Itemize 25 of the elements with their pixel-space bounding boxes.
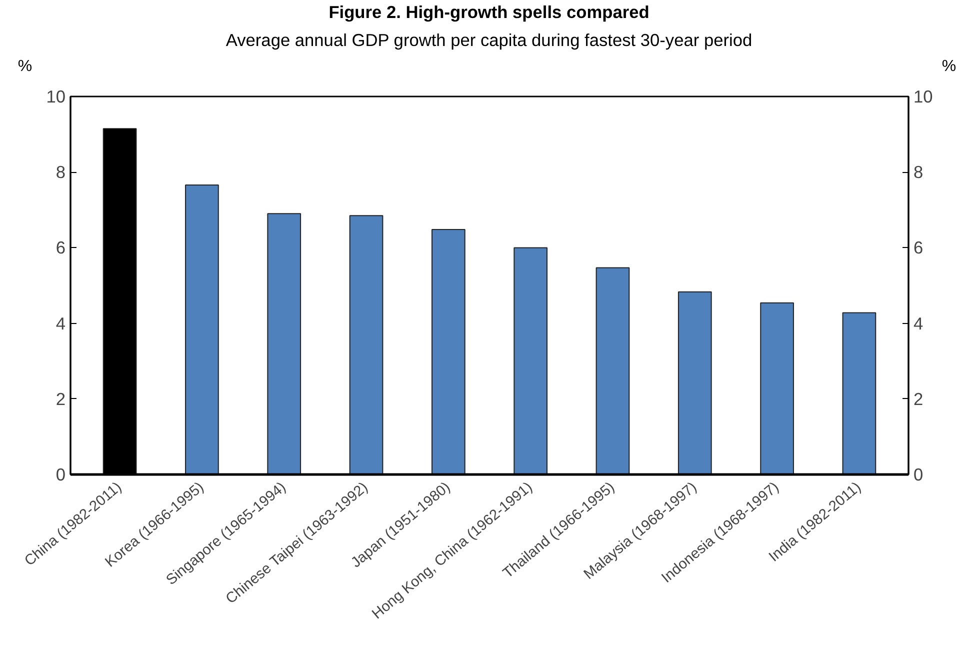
bar: [514, 247, 548, 474]
y-axis-title: %: [16, 57, 34, 77]
bar: [678, 291, 712, 474]
y2-axis-title: %: [940, 57, 958, 77]
y2-tick-label: 8: [914, 162, 924, 182]
y-tick-label: 8: [56, 162, 66, 182]
y2-tick-label: 4: [914, 313, 924, 334]
y2-tick-label: 6: [914, 238, 924, 258]
bar: [760, 302, 794, 474]
bar: [596, 267, 630, 474]
bar: [842, 312, 876, 474]
y2-tick-label: 0: [914, 464, 924, 484]
bar: [267, 213, 302, 474]
y-tick-label: 0: [56, 464, 66, 484]
y2-tick-label: 10: [914, 86, 933, 106]
y2-tick-label: 2: [914, 388, 924, 409]
y-tick-label: 4: [56, 313, 66, 334]
bar: [431, 229, 466, 474]
y-tick-label: 6: [56, 238, 66, 258]
chart-subtitle: Average annual GDP growth per capita during fastest 30-year period: [224, 29, 754, 52]
y-tick-label: 2: [56, 388, 66, 409]
bar: [349, 215, 384, 474]
y-tick-label: 10: [46, 86, 66, 106]
bar: [185, 184, 219, 474]
chart-title: Figure 2. High-growth spells compared: [328, 1, 650, 24]
